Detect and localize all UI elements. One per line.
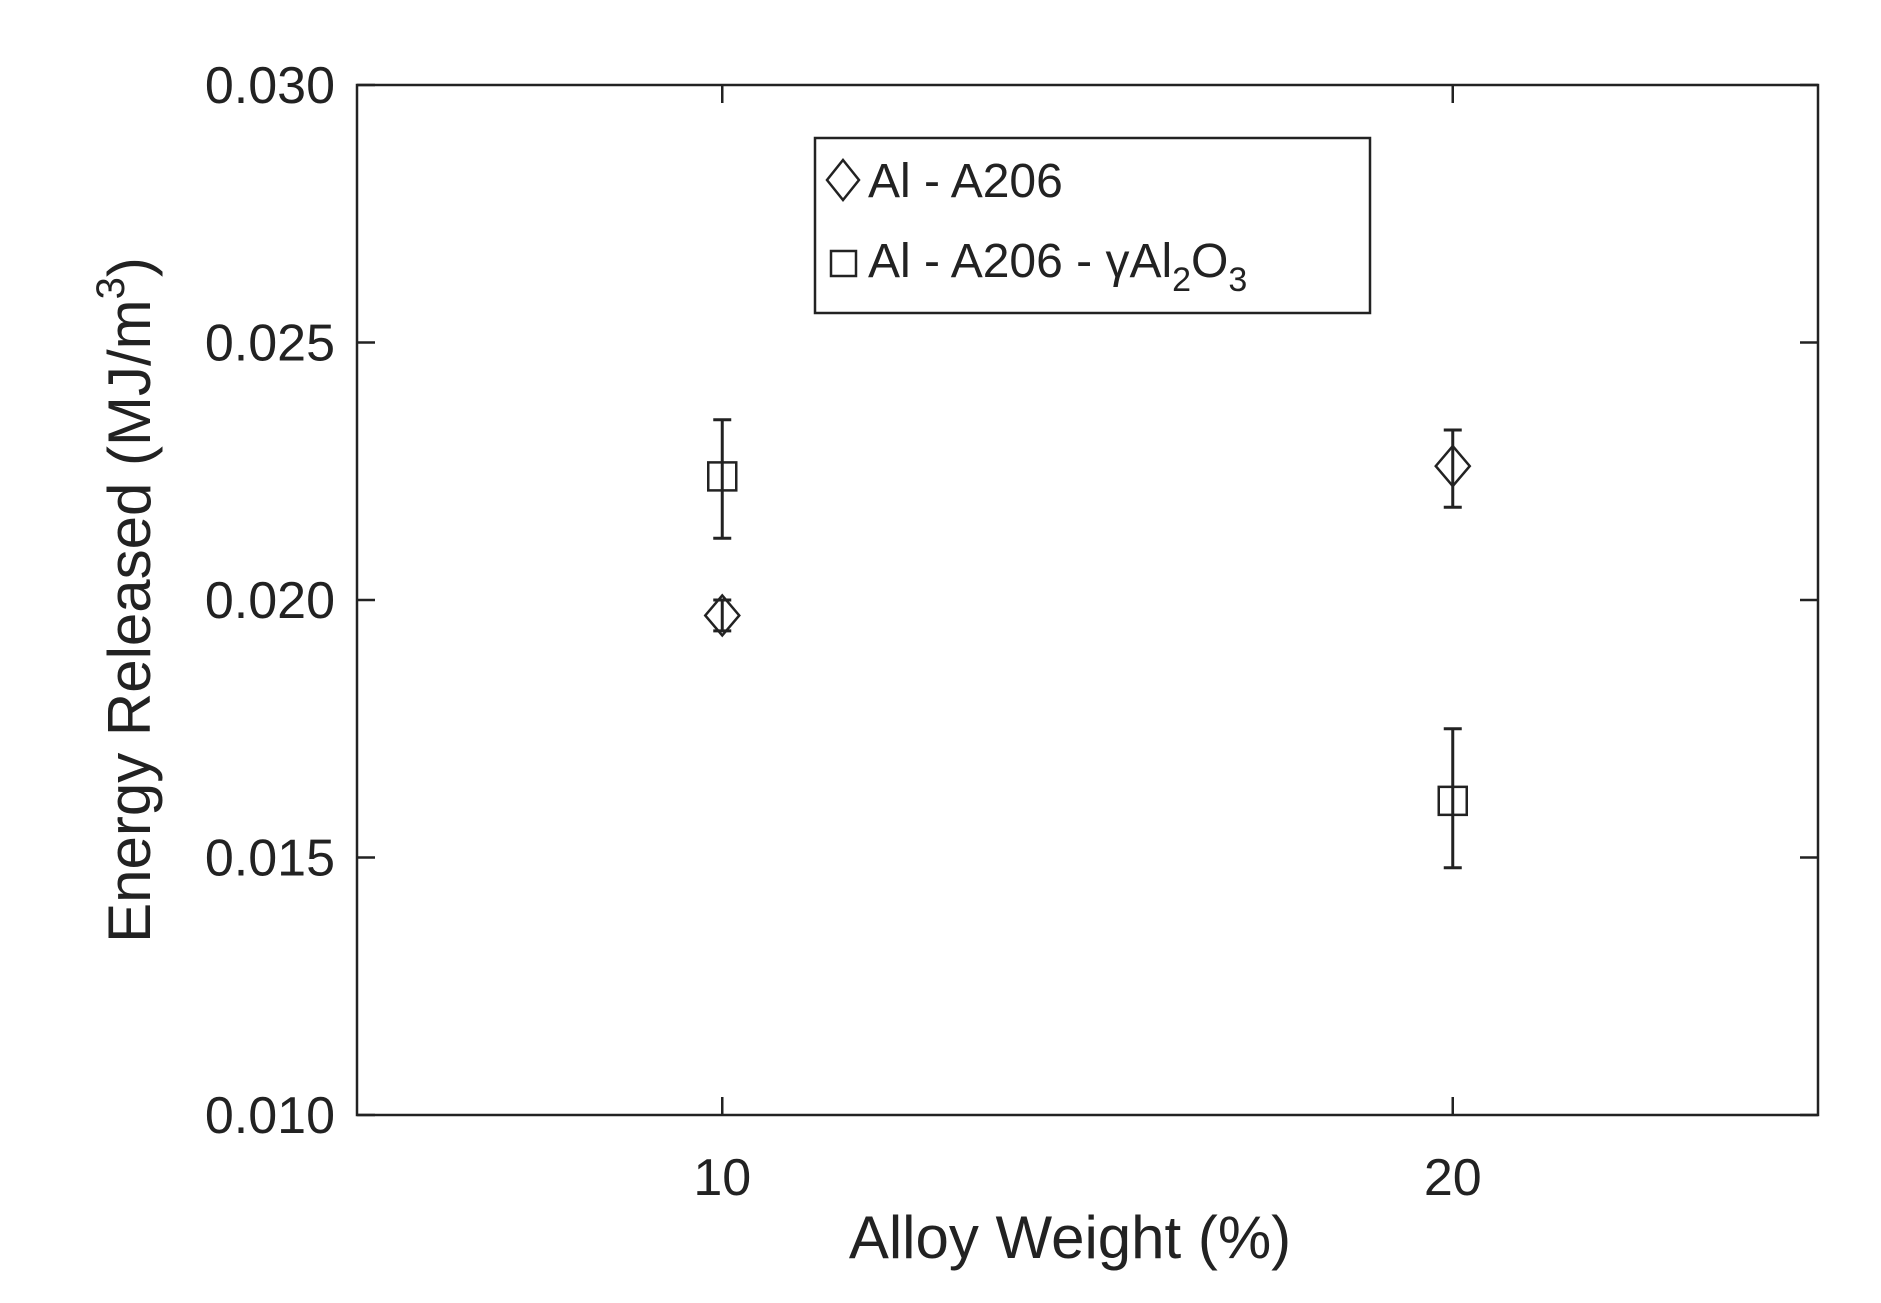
legend-entry-1-mid: O [1191,235,1228,288]
legend-entry-1-sub2: 3 [1228,261,1247,299]
data-point-square [707,461,738,492]
marks-layer [703,418,1472,870]
y-tick-label: 0.010 [205,1087,335,1145]
y-tick-label: 0.020 [205,572,335,630]
legend-entry-1-main: Al - A206 - γAl [868,235,1172,288]
legend-entry-0: Al - A206 [868,155,1063,208]
x-tick-label: 10 [693,1149,751,1207]
y-tick-label: 0.030 [205,57,335,115]
plot-frame [355,83,1820,1117]
y-axis-label-close: ) [96,257,163,277]
y-axis-label-superscript: 3 [89,277,133,299]
x-tick-label: 20 [1424,1149,1482,1207]
y-tick-label: 0.025 [205,315,335,373]
data-point-square [1437,785,1468,817]
x-axis-label: Alloy Weight (%) [849,1204,1291,1271]
legend: Al - A206 Al - A206 - γAl2O3 [813,136,1372,315]
legend-box [813,136,1372,315]
tick-labels-layer: 0.010 0.015 0.020 0.025 0.030 10 20 [205,57,1482,1207]
y-axis-label: Energy Released (MJ/m3) [89,257,163,943]
legend-entry-1: Al - A206 - γAl2O3 [868,235,1247,299]
y-tick-label: 0.015 [205,830,335,888]
legend-entry-1-sub1: 2 [1172,261,1191,299]
y-axis-label-text: Energy Released (MJ/m [96,299,163,943]
data-point-diamond [703,593,741,638]
legend-square-icon [829,249,858,278]
legend-diamond-icon [825,157,861,203]
data-point-diamond [1434,444,1472,489]
